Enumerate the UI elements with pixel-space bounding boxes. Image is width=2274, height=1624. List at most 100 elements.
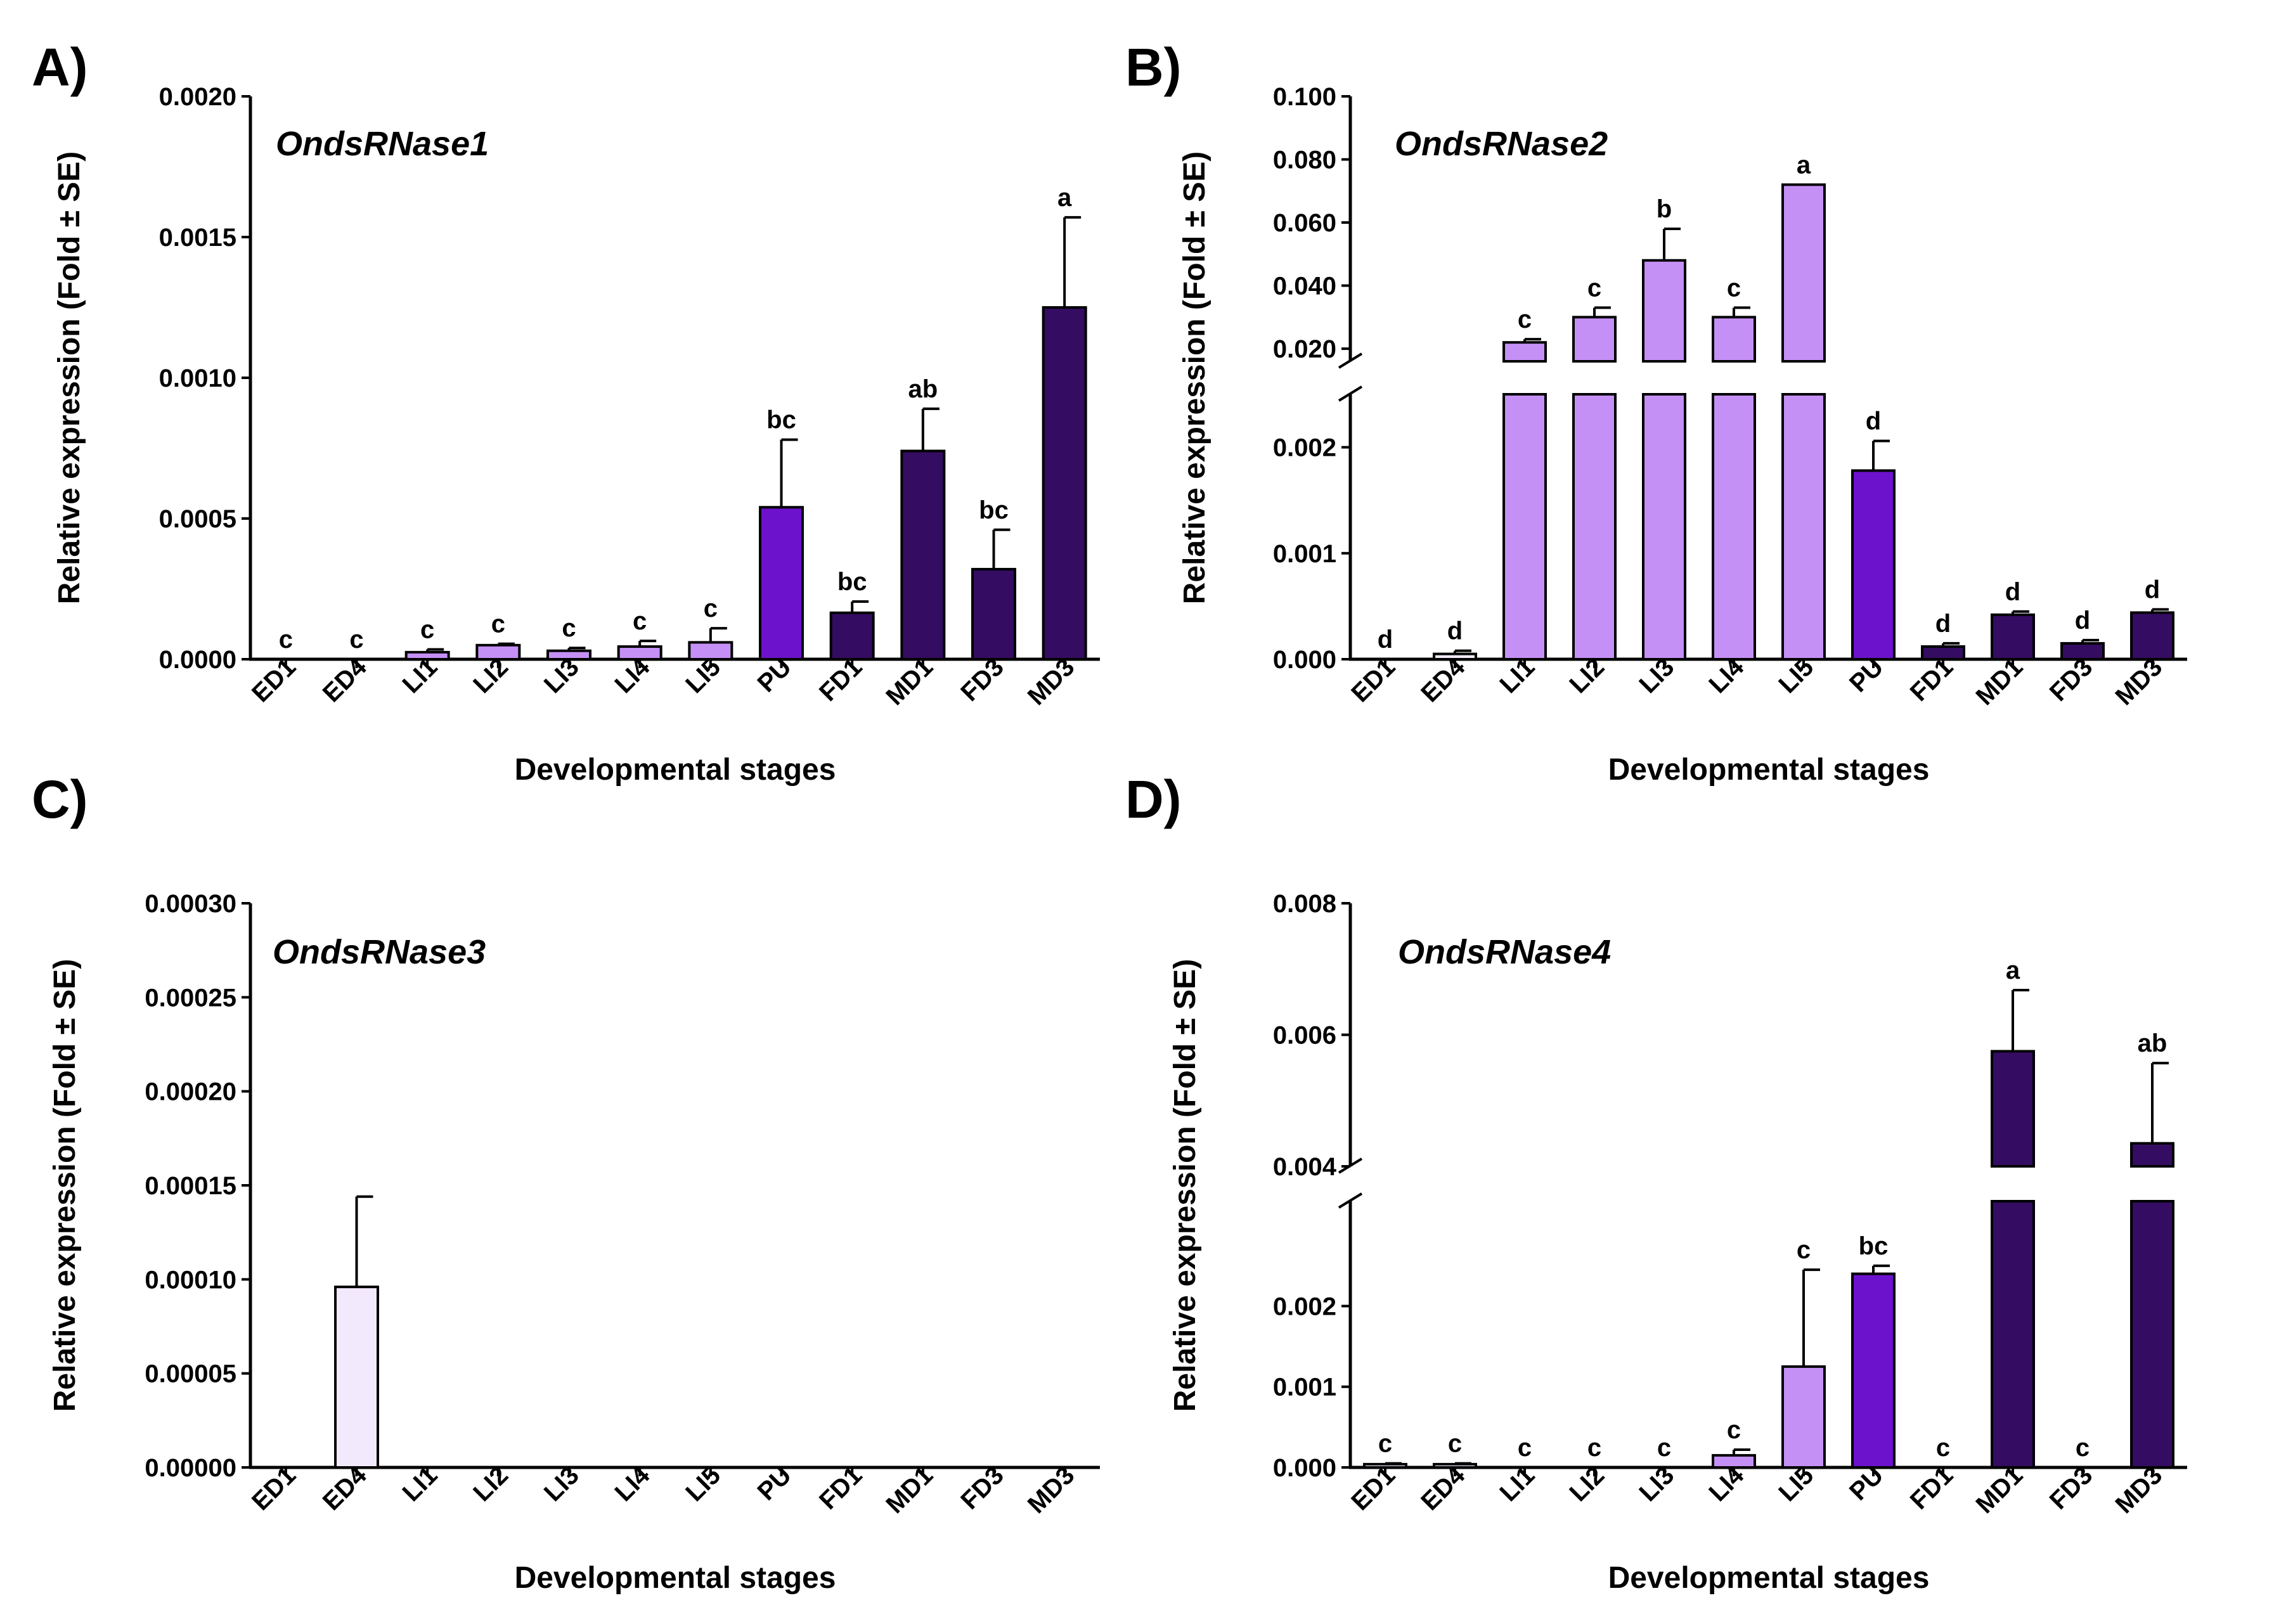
bar-lower-segment (1991, 1200, 2035, 1469)
y-tick-label: 0.020 (1273, 335, 1336, 363)
x-tick-label: MD3 (1023, 653, 1080, 711)
chart-title: OndsRNase2 (1395, 125, 1608, 163)
x-tick-label: FD1 (1905, 1461, 1959, 1515)
bar (1642, 259, 1686, 363)
bar (617, 645, 662, 661)
x-axis-title: Developmental stages (515, 753, 836, 787)
bar (1921, 645, 1965, 661)
y-tick-label: 0.00020 (145, 1078, 236, 1106)
bar (1572, 316, 1617, 363)
bar-lower-segment (1502, 393, 1547, 661)
x-tick-label: MD1 (881, 653, 938, 711)
bar-lower-segment (2130, 1200, 2174, 1469)
axis-break-mark (1338, 352, 1363, 369)
y-tick-label: 0.040 (1273, 273, 1336, 300)
significance-label: c (1378, 1430, 1392, 1458)
bar (404, 650, 450, 661)
y-tick-label: 0.000 (1273, 646, 1336, 674)
significance-label: c (1797, 1236, 1811, 1264)
bar (759, 506, 804, 661)
significance-label: d (2005, 578, 2020, 606)
y-tick-label: 0.00030 (145, 890, 236, 918)
y-tick-label: 0.00015 (145, 1172, 236, 1200)
bar-lower-segment (1712, 393, 1756, 661)
panel-letter: C) (32, 770, 88, 829)
significance-label: bc (979, 496, 1009, 524)
significance-label: c (1936, 1434, 1950, 1462)
y-tick-label: 0.0015 (159, 224, 236, 252)
bar-lower-segment (1781, 393, 1826, 661)
bar (688, 641, 733, 661)
panel-c: C) OndsRNase3 0.00000 0.00005 0.00010 0.00015… (32, 770, 1100, 1595)
x-tick-label: ED4 (318, 653, 373, 708)
y-tick-label: 0.00010 (145, 1266, 236, 1294)
x-tick-label: ED1 (1346, 653, 1400, 707)
significance-label: c (1587, 274, 1601, 302)
y-tick-label: 0.001 (1273, 540, 1336, 568)
y-tick-label: 0.006 (1273, 1022, 1336, 1050)
y-tick-label: 0.100 (1273, 83, 1336, 111)
x-axis-title: Developmental stages (1608, 753, 1930, 787)
panel-b: B) OndsRNase2 0.000 0.001 0.002 0.020 0.040 0.0… (1125, 37, 2187, 787)
x-tick-label: MD3 (1023, 1461, 1080, 1519)
y-tick-label: 0.0000 (159, 646, 236, 674)
y-tick-label: 0.0010 (159, 364, 236, 392)
significance-label: c (1518, 1434, 1532, 1462)
y-tick-label: 0.008 (1273, 890, 1336, 918)
y-tick-label: 0.080 (1273, 146, 1336, 174)
bar (334, 1286, 379, 1469)
x-tick-label: FD3 (955, 653, 1009, 707)
bar (1712, 316, 1756, 363)
bar (1363, 1462, 1407, 1469)
y-axis-title: Relative expression (Fold ± SE) (53, 151, 86, 605)
significance-label: d (1378, 626, 1393, 654)
bar (1502, 341, 1547, 363)
bar-lower-segment (1572, 393, 1617, 661)
y-tick-label: 0.00005 (145, 1360, 236, 1388)
significance-label: c (420, 615, 434, 643)
significance-label: bc (1859, 1232, 1889, 1260)
significance-label: c (491, 610, 505, 638)
significance-label: c (1587, 1434, 1601, 1462)
x-tick-label: FD3 (955, 1461, 1009, 1515)
bar (475, 643, 521, 661)
x-tick-label: FD3 (2045, 1461, 2098, 1515)
panel-letter: A) (32, 37, 88, 97)
significance-label: d (1866, 408, 1881, 435)
significance-label: d (2145, 576, 2160, 603)
significance-label: c (1518, 306, 1532, 333)
x-tick-label: ED1 (247, 1461, 301, 1516)
significance-label: c (2076, 1434, 2090, 1462)
bar (2060, 641, 2105, 661)
y-tick-label: 0.002 (1273, 434, 1336, 462)
x-tick-label: ED4 (318, 1461, 373, 1516)
bar (2130, 1142, 2174, 1168)
bar (2130, 611, 2174, 661)
y-tick-label: 0.0020 (159, 83, 236, 111)
y-axis-title: Relative expression (Fold ± SE) (48, 959, 82, 1412)
y-tick-label: 0.002 (1273, 1292, 1336, 1320)
y-tick-label: 0.000 (1273, 1454, 1336, 1482)
bar (1991, 1050, 2035, 1168)
significance-label: b (1657, 195, 1672, 223)
x-tick-label: ED4 (1416, 1461, 1471, 1516)
x-tick-label: MD1 (881, 1461, 938, 1519)
axis-break-mark (1338, 1192, 1363, 1209)
y-tick-label: 0.060 (1273, 209, 1336, 237)
significance-label: c (349, 626, 363, 654)
y-tick-label: 0.001 (1273, 1374, 1336, 1402)
significance-label: c (704, 595, 718, 622)
significance-label: c (1727, 274, 1741, 302)
x-tick-label: ED1 (247, 653, 301, 707)
significance-label: ab (2138, 1029, 2167, 1057)
x-tick-label: FD3 (2045, 653, 2098, 707)
bar-lower-segment (1642, 393, 1686, 661)
significance-label: c (1448, 1430, 1462, 1458)
significance-label: d (1447, 617, 1463, 645)
bar (1433, 652, 1477, 661)
y-axis-title: Relative expression (Fold ± SE) (1178, 151, 1211, 605)
bar (1781, 1365, 1826, 1469)
y-axis-title: Relative expression (Fold ± SE) (1168, 959, 1202, 1412)
x-tick-label: MD1 (1971, 1461, 2029, 1519)
x-tick-label: ED4 (1416, 653, 1471, 708)
